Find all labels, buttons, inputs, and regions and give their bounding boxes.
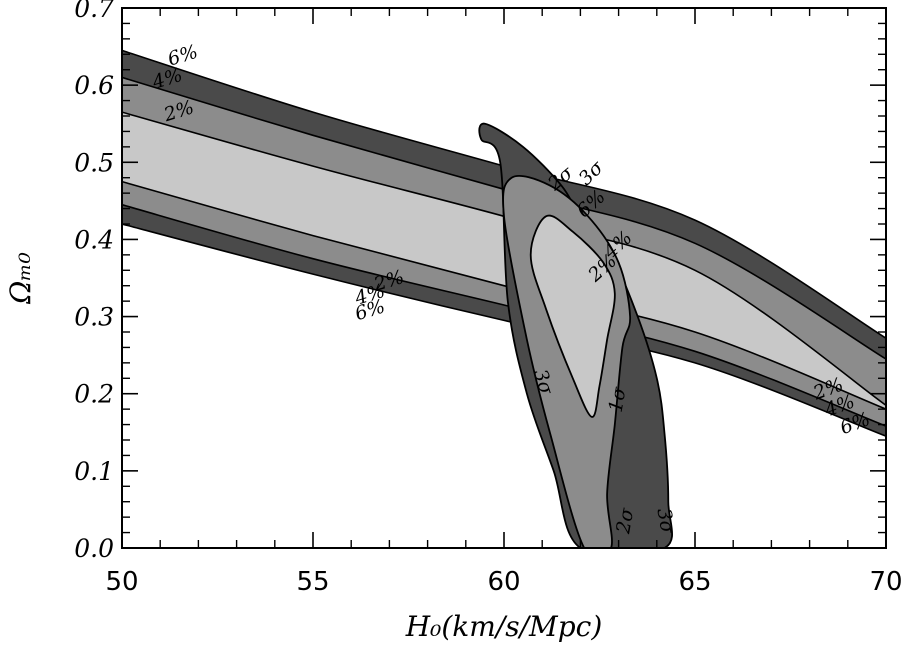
contour-label-12: 1σ [605,384,631,414]
y-tick-label: 0.4 [74,225,114,254]
x-tick-label: 60 [487,567,520,597]
y-tick-label: 0.6 [74,71,114,100]
y-tick-label: 0.0 [74,534,114,563]
band-edge-6pct-lower [122,223,886,437]
x-tick-label: 50 [105,567,138,597]
band-edge-2pct-lower [122,180,886,410]
y-axis-title: Ωₘ₀ [4,252,37,305]
band-edge-4pct-lower [122,203,886,427]
x-tick-label: 65 [678,567,711,597]
region-1sigma [529,214,616,418]
band-2pct [122,112,886,410]
x-axis-title: H₀(km/s/Mpc) [405,610,603,643]
x-tick-label: 70 [869,567,902,597]
y-tick-label: 0.1 [74,457,114,486]
y-tick-label: 0.5 [74,148,114,177]
y-tick-label: 0.2 [74,380,114,409]
y-tick-label: 0.3 [74,303,114,332]
confidence-regions [478,122,673,548]
contour-label-14: 3σ [652,507,678,537]
y-tick-label: 0.7 [74,0,114,23]
x-tick-label: 55 [296,567,329,597]
axes: 50 55 60 65 70 0.0 0.1 0.2 0.3 0.4 0.5 0.6 0.7 [74,0,902,597]
contour-label-13: 2σ [612,506,638,536]
